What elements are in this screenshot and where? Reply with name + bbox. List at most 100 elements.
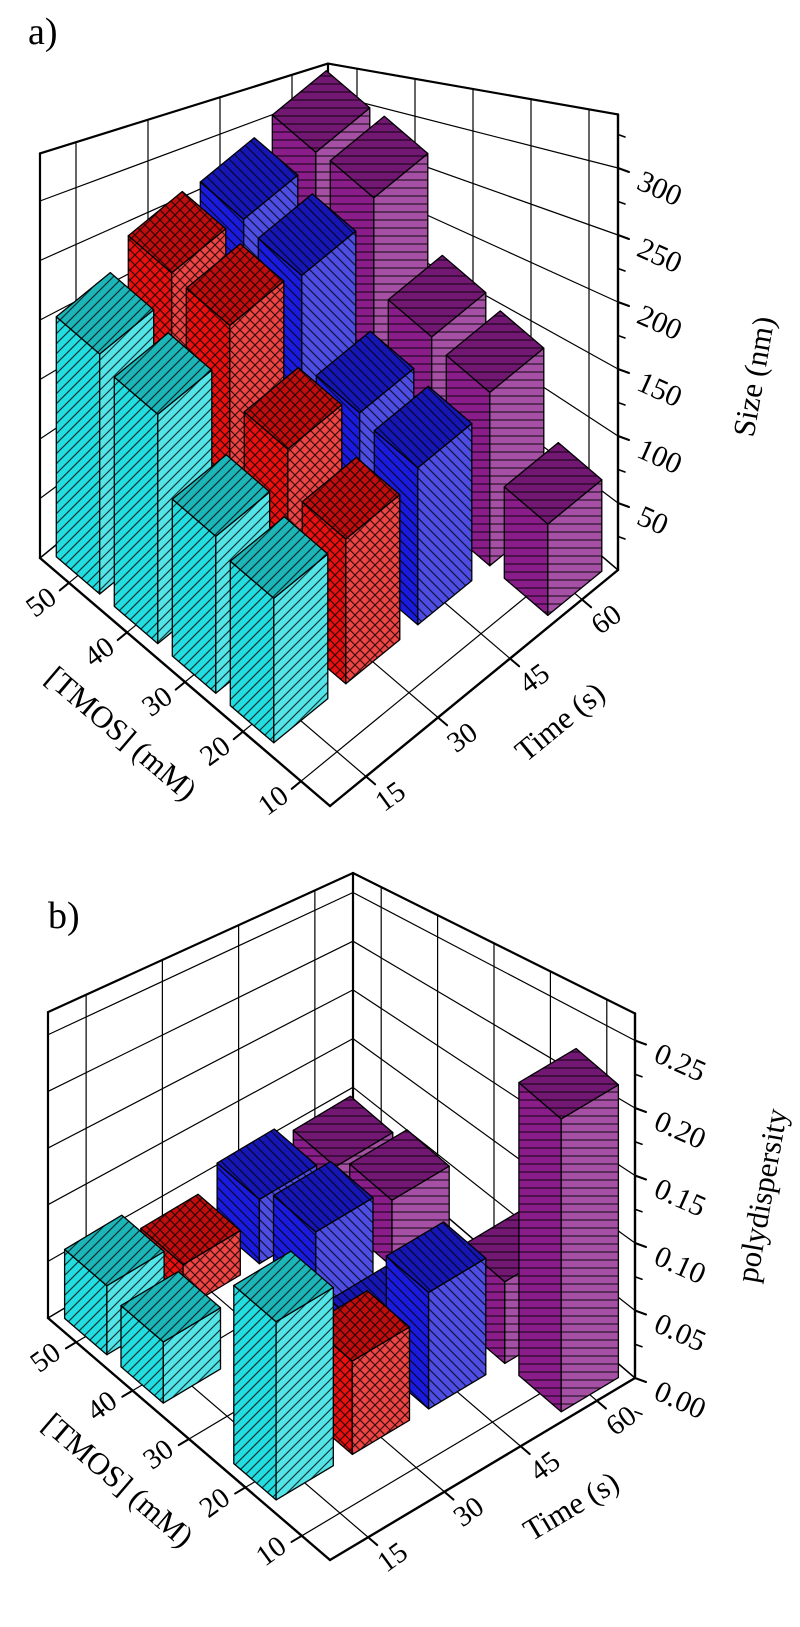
left-wall-z-gridline: [47, 891, 354, 1036]
z-tick-label: 0.00: [649, 1375, 710, 1427]
right-wall-top-edge: [351, 871, 637, 1015]
bar-face-top-hatch: [330, 116, 428, 198]
z-tick-minor: [617, 468, 626, 473]
bar-face-left-hatch: [233, 1285, 277, 1500]
z-tick-minor: [634, 1208, 643, 1213]
z-tick-minor: [617, 267, 626, 272]
bar-face-left-hatch: [504, 486, 548, 616]
z-tick-major: [617, 435, 630, 441]
bar-face-top-hatch: [258, 193, 356, 276]
bar-face-left-hatch: [217, 1163, 260, 1264]
bar-time60-tmos10: [518, 1047, 620, 1413]
y-tick-label: 15: [371, 1536, 413, 1579]
panel-a-label: a): [28, 11, 58, 53]
z-tick-minor: [634, 1073, 643, 1078]
y-tick: [443, 1490, 455, 1501]
bar-time15-tmos40: [120, 1270, 222, 1404]
chart-b-polydispersity-3d-bar: 0.00 0.05 0.10 0.15 0.20 0.25 50 40 30 20 10 15 30 45…: [24, 871, 794, 1579]
bar-face-left-hatch: [64, 1249, 107, 1355]
z-tick-minor: [617, 133, 626, 138]
z-tick-minor: [634, 1410, 643, 1416]
bar-face-top-hatch: [244, 367, 342, 450]
bar-face-top-hatch: [217, 1129, 317, 1200]
bar-face-top-hatch: [518, 1048, 619, 1119]
z-tick-minor: [634, 1275, 643, 1281]
bar-face-left-hatch: [230, 561, 274, 743]
x-tick-label: 50: [20, 581, 62, 624]
y-tick: [595, 1399, 607, 1410]
z-tick-major: [634, 1174, 647, 1181]
y-tick: [365, 775, 377, 786]
left-wall-top-edge: [46, 871, 355, 1014]
bar-face-top-hatch: [273, 1161, 373, 1232]
bar-face-top-hatch: [386, 1221, 486, 1293]
bar-face-top-hatch: [302, 457, 400, 539]
z-tick-major: [617, 167, 630, 173]
y-tick-label: 30: [448, 1491, 490, 1534]
bar-face-top-hatch: [310, 1290, 410, 1362]
z-tick-major: [617, 502, 630, 508]
z-axis-ticks: 0.00 0.05 0.10 0.15 0.20 0.25: [634, 1037, 711, 1427]
z-tick-label: 0.10: [649, 1240, 710, 1292]
chart-a-size-3d-bar: 50 100 150 200 250 300 50 40 30 20 10 15 30 45 60 [TMOS…: [20, 62, 782, 822]
z-tick-minor: [634, 1140, 643, 1146]
y-tick: [509, 657, 521, 668]
x-tick-label: 50: [24, 1336, 66, 1379]
bar-face-right-hatch: [273, 554, 328, 743]
bar-face-right-hatch: [276, 1287, 334, 1500]
bar-face-top-hatch: [272, 70, 370, 153]
bar-face-top-hatch: [128, 191, 226, 273]
bar-time15-tmos20: [229, 516, 329, 744]
z-tick-major: [617, 234, 630, 240]
y-axis-line: [328, 568, 620, 808]
x-tick-label: 30: [137, 1433, 179, 1476]
x-tick: [174, 681, 186, 691]
y-tick-label: 45: [524, 1445, 566, 1488]
bar-face-top-hatch: [186, 243, 284, 326]
bar-face-left-hatch: [56, 316, 100, 594]
bar-face-top-hatch: [172, 454, 270, 537]
x-tick: [232, 730, 244, 741]
left-wall-z-gridline: [47, 940, 354, 1093]
x-tick-label: 40: [81, 1385, 123, 1428]
y-tick-label: 60: [585, 598, 627, 641]
bar-face-left-hatch: [114, 377, 158, 644]
y-axis-title: Time (s): [517, 1464, 625, 1548]
z-tick-major: [634, 1242, 647, 1248]
x-tick: [64, 1341, 78, 1350]
z-tick-label: 50: [632, 500, 673, 542]
bar-time15-tmos20: [233, 1250, 334, 1501]
bar-face-left-hatch: [121, 1305, 164, 1404]
bar-face-right-hatch: [163, 1307, 221, 1404]
bar-face-right-hatch: [392, 1166, 450, 1267]
x-tick-label: 20: [194, 730, 236, 773]
right-wall-z-gridline: [352, 891, 636, 1042]
z-axis-title: Size (nm): [726, 314, 782, 440]
z-axis-ticks: 50 100 150 200 250 300: [617, 133, 687, 542]
x-tick: [290, 1534, 303, 1543]
bar-face-right-hatch: [345, 494, 400, 684]
z-tick-major: [634, 1309, 647, 1316]
z-tick-major: [617, 368, 630, 374]
bar-face-right-hatch: [417, 423, 472, 625]
z-axis-title: polydispersity: [729, 1105, 794, 1285]
x-tick: [177, 1438, 190, 1447]
bar-time15-tmos40: [113, 332, 213, 645]
z-tick-label: 150: [632, 366, 687, 414]
bar-face-top-hatch: [446, 310, 544, 393]
bar-face-right-hatch: [428, 1258, 486, 1409]
bar-face-right-hatch: [352, 1327, 410, 1455]
y-tick-label: 30: [441, 716, 483, 759]
bar-face-top-hatch: [374, 386, 472, 468]
y-tick-label: 45: [513, 657, 555, 700]
right-wall-z-gridline: [327, 93, 619, 169]
x-tick-label: 30: [136, 680, 178, 723]
bar-face-top-hatch: [293, 1096, 393, 1167]
bar-face-top-hatch: [230, 516, 328, 599]
y-tick-label: 60: [600, 1400, 642, 1443]
bar-face-top-hatch: [388, 255, 486, 337]
y-tick: [437, 716, 449, 727]
z-tick-major: [634, 1377, 647, 1383]
y-axis-line: [328, 1376, 637, 1562]
